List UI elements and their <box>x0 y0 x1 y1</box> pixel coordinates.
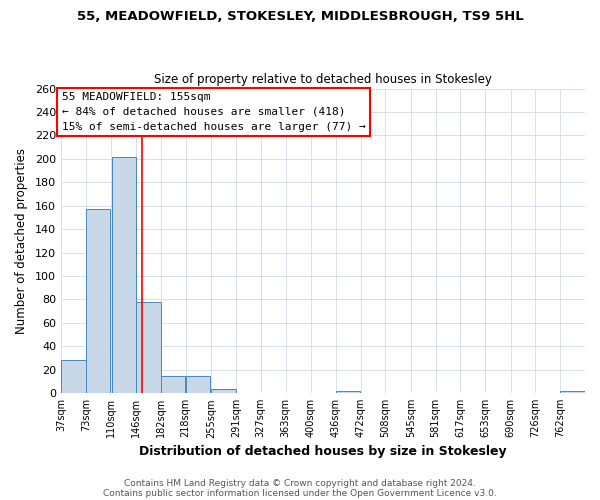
Text: 55, MEADOWFIELD, STOKESLEY, MIDDLESBROUGH, TS9 5HL: 55, MEADOWFIELD, STOKESLEY, MIDDLESBROUG… <box>77 10 523 23</box>
Text: Contains public sector information licensed under the Open Government Licence v3: Contains public sector information licen… <box>103 488 497 498</box>
Bar <box>112 156 136 393</box>
X-axis label: Distribution of detached houses by size in Stokesley: Distribution of detached houses by size … <box>139 444 507 458</box>
Title: Size of property relative to detached houses in Stokesley: Size of property relative to detached ho… <box>154 73 492 86</box>
Bar <box>211 388 236 393</box>
Bar <box>61 360 86 393</box>
Bar <box>186 376 210 393</box>
Bar <box>560 391 585 393</box>
Text: Contains HM Land Registry data © Crown copyright and database right 2024.: Contains HM Land Registry data © Crown c… <box>124 478 476 488</box>
Bar <box>161 376 185 393</box>
Y-axis label: Number of detached properties: Number of detached properties <box>15 148 28 334</box>
Bar <box>86 209 110 393</box>
Bar <box>136 302 161 393</box>
Text: 55 MEADOWFIELD: 155sqm
← 84% of detached houses are smaller (418)
15% of semi-de: 55 MEADOWFIELD: 155sqm ← 84% of detached… <box>62 92 365 132</box>
Bar <box>336 391 361 393</box>
